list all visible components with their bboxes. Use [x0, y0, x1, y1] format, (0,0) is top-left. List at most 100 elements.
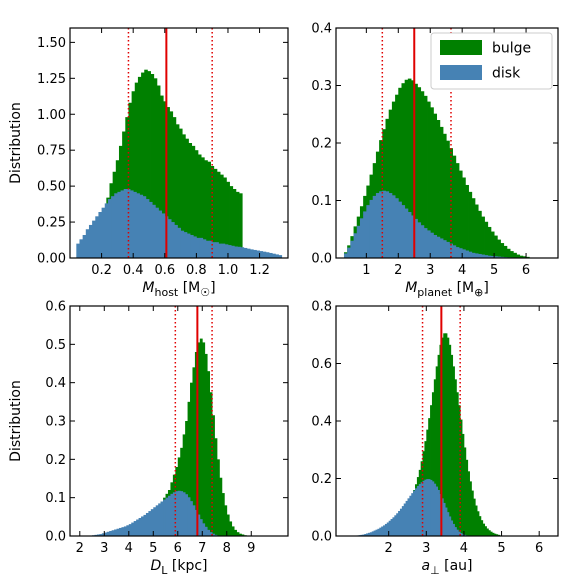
- disk-bar: [366, 205, 370, 258]
- bulge-bar: [191, 145, 196, 258]
- disk-bar: [85, 229, 90, 258]
- disk-bar: [407, 212, 412, 258]
- disk-bar: [449, 243, 453, 258]
- disk-bar: [430, 232, 434, 258]
- bulge-bar: [182, 434, 186, 536]
- disk-bar: [417, 222, 422, 258]
- disk-bar: [443, 502, 446, 536]
- x-tick-label: 3: [100, 541, 108, 556]
- bulge-bar: [503, 245, 508, 258]
- y-tick-label: 0.6: [45, 300, 66, 315]
- disk-bar: [250, 249, 254, 258]
- disk-bar: [388, 520, 391, 536]
- disk-bar: [433, 483, 437, 536]
- disk-bar: [424, 479, 427, 536]
- x-tick-label: 0.4: [123, 263, 144, 278]
- disk-bar: [180, 491, 184, 536]
- disk-bar: [142, 196, 147, 258]
- bulge-bar: [216, 459, 220, 536]
- legend-label-bulge: bulge: [492, 41, 531, 57]
- y-tick-label: 0.3: [45, 415, 66, 430]
- bulge-bar: [125, 117, 129, 258]
- bulge-bar: [456, 392, 459, 536]
- disk-bar: [395, 198, 399, 258]
- disk-bar: [104, 532, 108, 536]
- bulge-bar: [236, 532, 240, 536]
- disk-bar: [209, 532, 213, 536]
- bulge-bar: [452, 155, 457, 258]
- bulge-bar: [420, 91, 425, 258]
- bulge-bar: [449, 148, 453, 258]
- y-tick-label: 0.75: [37, 144, 66, 159]
- disk-bar: [404, 208, 409, 258]
- subplot-1: 0.2 0.4 0.6 0.8 1.0 1.2 0.00 0.25 0.50 0.75 1.00 1.…: [8, 27, 289, 299]
- bulge-bar: [465, 459, 469, 536]
- y-axis-label: Distribution: [8, 102, 24, 184]
- disk-bar: [407, 498, 410, 536]
- disk-bar: [401, 506, 405, 536]
- disk-bar: [186, 233, 191, 258]
- disk-bar: [394, 515, 397, 536]
- disk-bar: [167, 219, 172, 258]
- x-tick-label: 5: [497, 541, 505, 556]
- y-tick-label: 0.0: [311, 530, 332, 545]
- bulge-bar: [239, 193, 243, 258]
- disk-bar: [193, 236, 197, 258]
- disk-bar: [398, 201, 402, 258]
- y-tick-label: 0.2: [45, 453, 66, 468]
- y-tick-label: 0.2: [311, 137, 332, 152]
- disk-bar: [272, 253, 276, 258]
- disk-bar: [218, 243, 223, 258]
- bulge-bar: [427, 101, 431, 258]
- x-axis-label-part: [M: [452, 280, 474, 296]
- disk-bar: [256, 250, 260, 258]
- bulge-bar: [395, 94, 399, 258]
- disk-bar: [418, 483, 422, 536]
- disk-bar: [95, 216, 99, 258]
- disk-bar: [436, 236, 441, 258]
- disk-bar: [141, 516, 144, 536]
- x-tick-label: 4: [458, 263, 466, 278]
- bulge-bar: [484, 221, 489, 258]
- legend-swatch-disk: [440, 65, 482, 80]
- histogram-bars: [76, 69, 283, 258]
- disk-bar: [401, 205, 406, 258]
- disk-bar: [104, 203, 109, 258]
- bulge-bar: [207, 161, 211, 258]
- y-tick-label: 0.0: [311, 252, 332, 267]
- y-tick-label: 0.6: [311, 357, 332, 372]
- x-tick-label: 0.6: [154, 263, 175, 278]
- disk-bar: [107, 199, 112, 258]
- disk-bar: [139, 194, 144, 258]
- bulge-bar: [156, 85, 161, 258]
- disk-bar: [152, 204, 156, 258]
- disk-bar: [121, 527, 125, 536]
- disk-bar: [487, 255, 492, 258]
- bulge-bar: [153, 78, 158, 258]
- bulge-bar: [229, 521, 233, 536]
- y-tick-label: 0.4: [45, 376, 66, 391]
- disk-bar: [364, 533, 367, 536]
- bulge-bar: [513, 252, 517, 258]
- disk-bar: [136, 519, 139, 536]
- bulge-bar: [179, 128, 183, 258]
- y-tick-label: 0.4: [311, 22, 332, 37]
- bulge-bar: [487, 226, 492, 258]
- x-axis-label-part: D: [151, 558, 162, 574]
- x-axis-label: DL [kpc]: [151, 558, 208, 577]
- bulge-bar: [455, 163, 460, 258]
- bulge-bar: [214, 438, 218, 536]
- bulge-bar: [430, 405, 433, 536]
- disk-bar: [116, 528, 120, 536]
- disk-bar: [133, 521, 137, 536]
- disk-bar: [117, 191, 121, 258]
- x-tick-label: 2: [394, 263, 402, 278]
- bulge-bar: [194, 150, 199, 258]
- disk-bar: [109, 531, 113, 536]
- disk-bar: [497, 256, 501, 258]
- bulge-bar: [220, 174, 224, 258]
- x-tick-label: 1.2: [249, 263, 270, 278]
- disk-bar: [433, 235, 438, 258]
- bulge-bar: [204, 160, 208, 258]
- bulge-bar: [500, 243, 505, 258]
